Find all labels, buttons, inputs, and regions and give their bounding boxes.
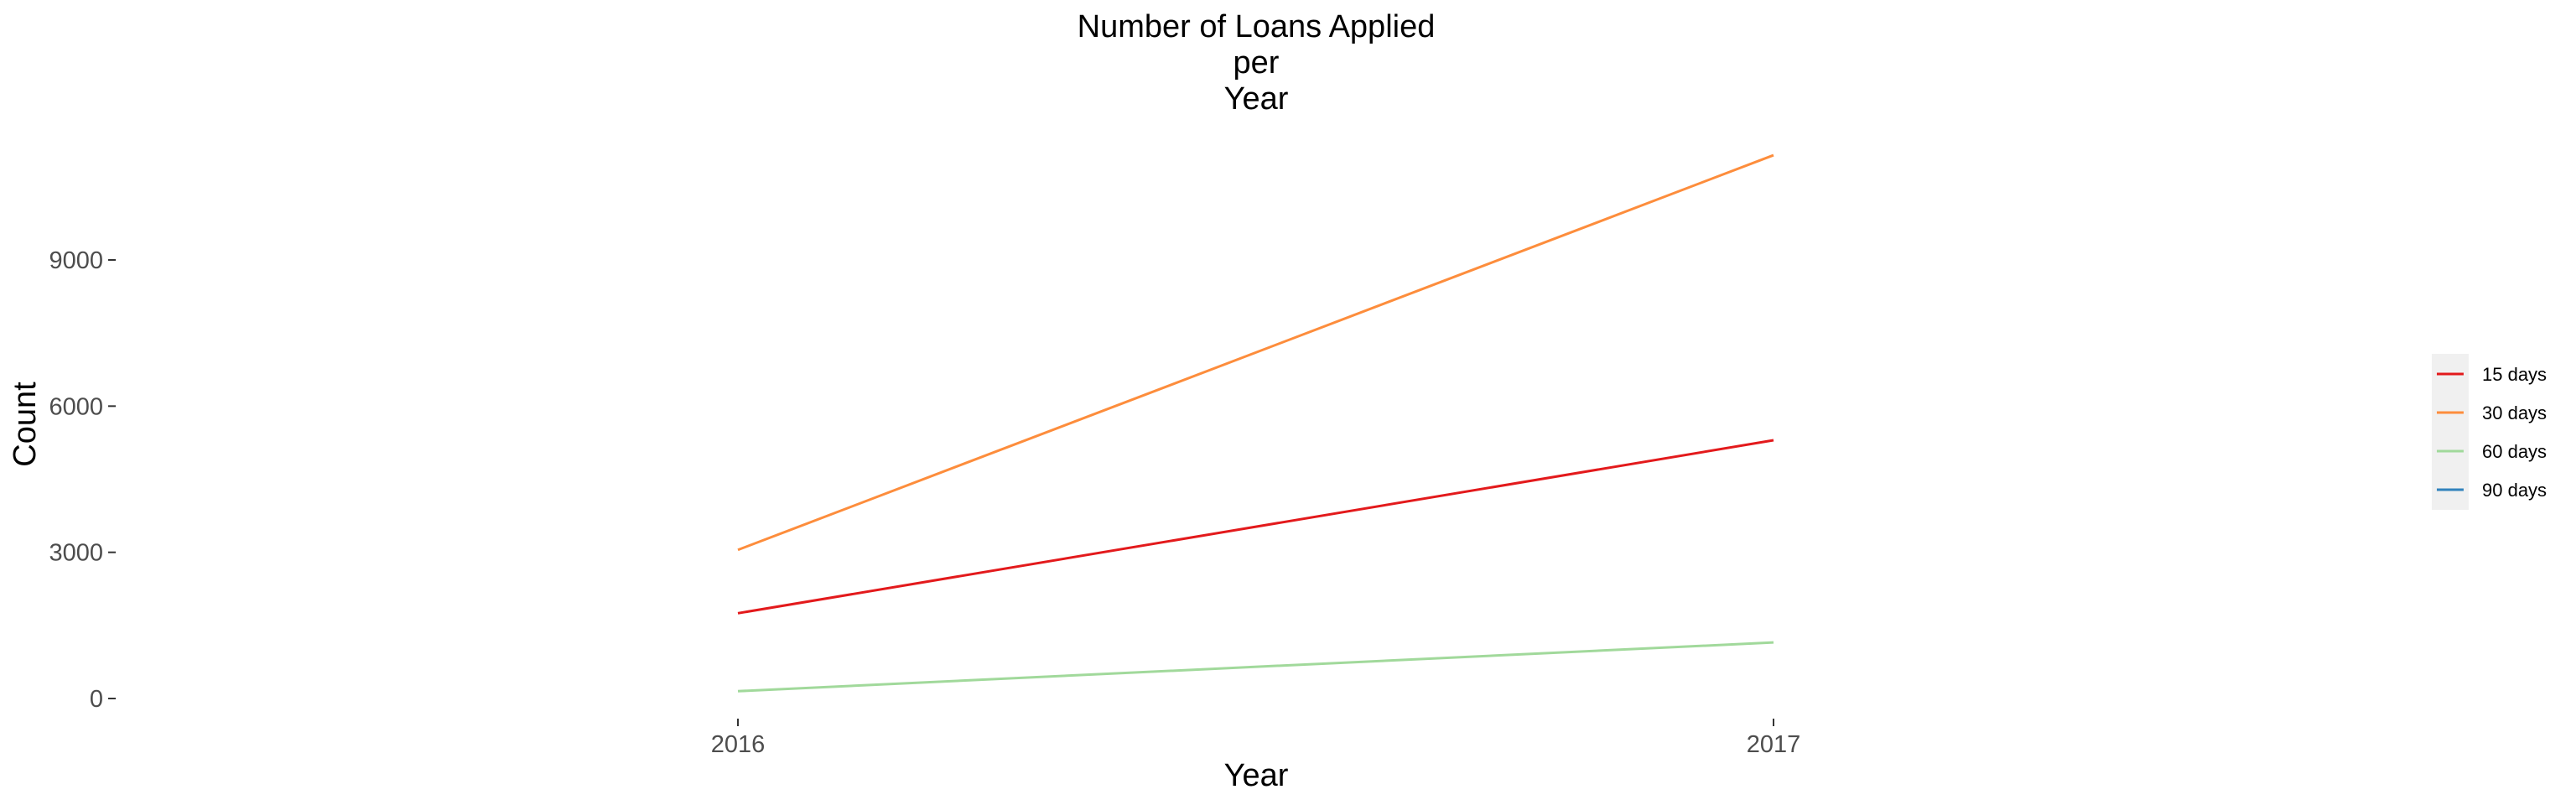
- chart-title-line-2: per: [1233, 45, 1280, 80]
- legend-label-30-days: 30 days: [2482, 402, 2547, 423]
- y-axis-title: Count: [8, 382, 43, 467]
- legend-label-15-days: 15 days: [2482, 364, 2547, 385]
- chart-title-line-1: Number of Loans Applied: [1078, 9, 1436, 44]
- y-tick-label: 3000: [49, 540, 103, 567]
- x-tick-label: 2016: [711, 731, 766, 758]
- series-line-60-days: [737, 641, 1774, 693]
- series-line-15-days: [737, 439, 1774, 615]
- legend-label-60-days: 60 days: [2482, 441, 2547, 462]
- y-tick-label: 6000: [49, 393, 103, 420]
- plot-area: [737, 153, 1774, 693]
- chart-title: Number of Loans Applied per Year: [1078, 9, 1436, 117]
- legend-key-background: [2432, 354, 2469, 510]
- x-tick-label: 2017: [1747, 731, 1801, 758]
- y-axis: 0 3000 6000 9000: [49, 247, 116, 713]
- legend: 15 days 30 days 60 days 90 days: [2432, 354, 2547, 510]
- y-tick-label: 0: [90, 686, 103, 713]
- y-tick-label: 9000: [49, 247, 103, 274]
- chart-title-line-3: Year: [1224, 81, 1289, 117]
- legend-label-90-days: 90 days: [2482, 480, 2547, 501]
- x-axis-title: Year: [1224, 758, 1289, 793]
- x-axis: 2016 2017: [711, 719, 1801, 758]
- series-line-30-days: [737, 153, 1774, 552]
